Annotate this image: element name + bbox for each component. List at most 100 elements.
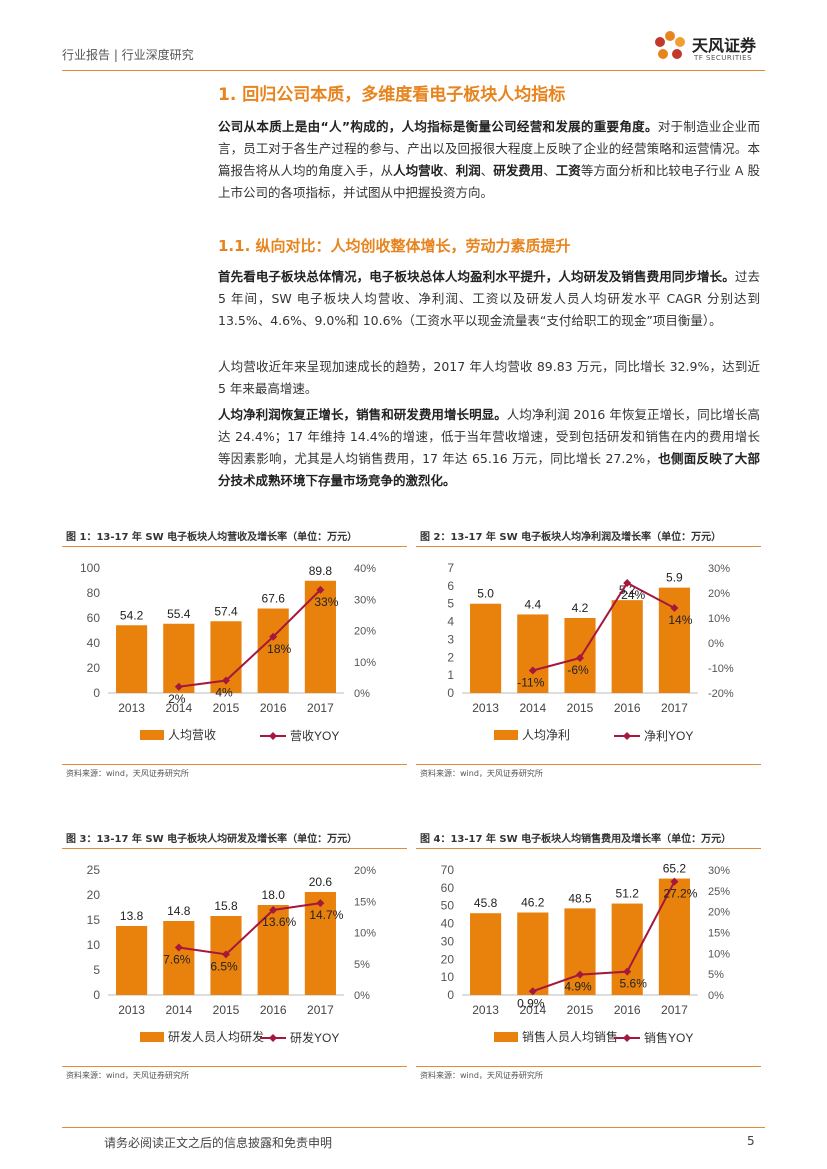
legend-bar-label: 人均净利: [522, 728, 570, 742]
figure-2-chart: 0 1 2 3 4 5 6 7 -20% -10% 0% 10% 20% 30% 5.0 2013 4.4 201…: [447, 561, 734, 743]
yoy-marker: [623, 967, 632, 976]
legend-line-marker: [623, 732, 631, 740]
yoy-data-label: 4%: [215, 686, 233, 700]
bar-data-label: 45.8: [474, 896, 498, 910]
y-axis-right-tick: 10%: [354, 928, 376, 940]
yoy-marker: [316, 585, 325, 594]
footer-divider: [62, 1127, 765, 1128]
figure-4-chart: 0 10 20 30 40 50 60 70 0% 5% 10% 15% 20% 25% 30% 45.8 20…: [441, 862, 731, 1045]
x-axis-tick: 2014: [519, 1003, 546, 1017]
bar: [163, 623, 195, 693]
figure-3-source: 资料来源：wind，天风证券研究所: [66, 1071, 189, 1080]
y-axis-left-tick: 100: [80, 561, 100, 575]
separator: 、: [443, 163, 456, 178]
y-axis-right-tick: 15%: [354, 896, 376, 908]
y-axis-right-tick: 30%: [708, 563, 730, 575]
section-1-1-paragraph-1: 首先看电子板块总体情况，电子板块总体人均盈利水平提升，人均研发及销售费用同步增长…: [218, 266, 760, 332]
y-axis-left-tick: 2: [447, 650, 454, 664]
x-axis-tick: 2014: [165, 701, 192, 715]
figure-1-chart: 0 20 40 60 80 100 0% 10% 20% 30% 40% 54.2 2013 55.4 20…: [80, 561, 376, 743]
paragraph-text: 人均营收近年来呈现加速成长的趋势，2017 年人均营收 89.83 万元，同比增…: [218, 359, 760, 396]
yoy-data-label: 14%: [668, 613, 692, 627]
logo-name-en: TF SECURITIES: [694, 54, 753, 62]
y-axis-left-tick: 15: [87, 913, 101, 927]
y-axis-right-tick: 5%: [354, 959, 370, 971]
bar: [116, 625, 148, 693]
figure-4-source: 资料来源：wind，天风证券研究所: [420, 1071, 543, 1080]
y-axis-left-tick: 0: [93, 988, 100, 1002]
y-axis-left-tick: 0: [447, 686, 454, 700]
x-axis-tick: 2017: [661, 1003, 688, 1017]
yoy-data-label: -6%: [567, 663, 589, 677]
bar-data-label: 20.6: [309, 875, 333, 889]
paragraph-lead: 人均净利润恢复正增长，销售和研发费用增长明显。: [218, 407, 507, 422]
y-axis-right-tick: 15%: [708, 928, 730, 940]
bar-data-label: 65.2: [663, 862, 687, 876]
y-axis-right-tick: 0%: [708, 638, 724, 650]
keyword-profit: 利润: [455, 163, 481, 178]
x-axis-tick: 2015: [567, 1003, 594, 1017]
x-axis-tick: 2017: [307, 701, 334, 715]
figure-3-title: 图 3：13-17 年 SW 电子板块人均研发及增长率（单位：万元）: [66, 834, 358, 845]
y-axis-left-tick: 60: [441, 881, 455, 895]
figure-1-rule: [62, 546, 407, 547]
bar-data-label: 4.4: [524, 597, 541, 611]
yoy-marker: [269, 632, 278, 641]
bar-data-label: 89.8: [309, 564, 333, 578]
y-axis-right-tick: 20%: [354, 865, 376, 877]
figure-4-title: 图 4：13-17 年 SW 电子板块人均销售费用及增长率（单位：万元）: [420, 834, 732, 845]
yoy-marker: [670, 877, 679, 886]
y-axis-right-tick: 5%: [708, 969, 724, 981]
section-1-1-paragraph-3: 人均净利润恢复正增长，销售和研发费用增长明显。人均净利润 2016 年恢复正增长…: [218, 404, 760, 492]
keyword-revenue: 人均营收: [393, 163, 444, 178]
paragraph-lead: 首先看电子板块总体情况，电子板块总体人均盈利水平提升，人均研发及销售费用同步增长…: [218, 269, 735, 284]
y-axis-right-tick: 20%: [354, 626, 376, 638]
bar: [564, 908, 596, 995]
bar-data-label: 55.4: [167, 607, 191, 621]
y-axis-right-tick: -10%: [708, 663, 734, 675]
figure-4-source-rule: [416, 1066, 761, 1067]
separator: 、: [543, 163, 556, 178]
yoy-data-label: 5.6%: [620, 977, 648, 991]
bar: [611, 903, 643, 995]
x-axis-tick: 2014: [519, 701, 546, 715]
x-axis-tick: 2016: [260, 1003, 287, 1017]
keyword-wage: 工资: [555, 163, 581, 178]
x-axis-tick: 2014: [165, 1003, 192, 1017]
figure-2-source: 资料来源：wind，天风证券研究所: [420, 769, 543, 778]
y-axis-right-tick: 0%: [354, 990, 370, 1002]
bar-data-label: 4.2: [572, 601, 589, 615]
figure-2-rule: [416, 546, 761, 547]
bar-data-label: 5.2: [619, 583, 636, 597]
bar: [517, 912, 549, 995]
x-axis-tick: 2013: [118, 701, 145, 715]
y-axis-right-tick: 20%: [708, 588, 730, 600]
legend-bar-swatch: [494, 1032, 518, 1042]
yoy-data-label: 7.6%: [163, 953, 191, 967]
yoy-data-label: 27.2%: [663, 887, 697, 901]
y-axis-right-tick: 10%: [708, 948, 730, 960]
legend-bar-swatch: [494, 730, 518, 740]
yoy-data-label: 14.7%: [309, 908, 343, 922]
page-number: 5: [747, 1134, 755, 1148]
yoy-marker: [222, 676, 230, 685]
y-axis-right-tick: 20%: [708, 907, 730, 919]
yoy-marker: [316, 899, 325, 908]
y-axis-right-tick: 25%: [708, 886, 730, 898]
bar-data-label: 48.5: [568, 891, 592, 905]
y-axis-left-tick: 60: [87, 611, 101, 625]
y-axis-left-tick: 0: [447, 988, 454, 1002]
legend-bar-label: 销售人员人均销售: [522, 1029, 618, 1044]
figure-3-source-rule: [62, 1066, 407, 1067]
yoy-marker: [528, 987, 537, 996]
y-axis-right-tick: 10%: [708, 613, 730, 625]
yoy-line: [178, 589, 322, 688]
company-logo: 天风证券 TF SECURITIES: [648, 26, 768, 70]
x-axis-tick: 2017: [661, 701, 688, 715]
bar: [116, 926, 148, 995]
x-axis-tick: 2016: [614, 701, 641, 715]
y-axis-left-tick: 4: [447, 615, 454, 629]
figure-4-rule: [416, 848, 761, 849]
y-axis-left-tick: 20: [441, 952, 455, 966]
yoy-marker: [670, 604, 679, 612]
